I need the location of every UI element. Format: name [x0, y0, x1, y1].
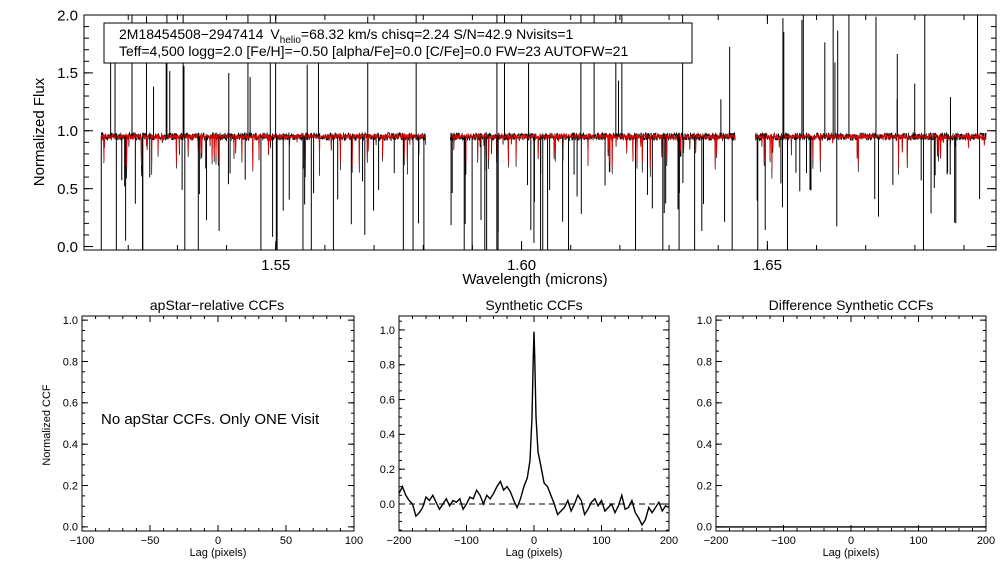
- synthetic-ccf-xlabel: Lag (pixels): [506, 547, 563, 559]
- spectrum-xlabel: Wavelength (microns): [462, 271, 607, 288]
- synthetic-ccf-panel: Synthetic CCFs −200 −100 0 100 200 0.0 0.2 0.4 0…: [380, 297, 678, 559]
- difference-ccf-panel: Difference Synthetic CCFs −200 −100 0 100 20…: [697, 297, 995, 559]
- x-tick-label: 1.55: [261, 257, 290, 274]
- y-tick-label: 0.6: [380, 394, 395, 406]
- difference-ccf-title: Difference Synthetic CCFs: [769, 297, 934, 313]
- synthetic-ccf-data: [398, 331, 670, 527]
- apstar-ccf-ylabel: Normalized CCF: [41, 384, 53, 466]
- x-tick-label: −200: [387, 535, 412, 547]
- annotation-line-1: 2M18454508−2947414 Vhelio=68.32 km/s chis…: [119, 26, 573, 46]
- x-tick-label: 200: [660, 535, 678, 547]
- y-tick-label: 2.0: [57, 7, 78, 24]
- x-tick-label: 1.65: [753, 257, 782, 274]
- synthetic-spectrum-line: [100, 132, 427, 169]
- annotation-line-2: Teff=4,500 logg=2.0 [Fe/H]=−0.50 [alpha/…: [119, 43, 628, 59]
- x-tick-label: −100: [70, 535, 95, 547]
- y-tick-label: 1.0: [697, 315, 712, 327]
- apstar-ccf-xlabel: Lag (pixels): [190, 547, 247, 559]
- x-tick-label: 100: [345, 535, 363, 547]
- x-tick-label: 0: [848, 535, 854, 547]
- annotation-v-symbol: V: [270, 26, 280, 42]
- x-tick-label: 100: [909, 535, 927, 547]
- x-tick-label: 100: [592, 535, 610, 547]
- y-tick-label: 1.0: [380, 325, 395, 337]
- x-tick-label: −100: [454, 535, 479, 547]
- y-tick-label: 0.6: [63, 398, 78, 410]
- y-tick-label: 0.2: [697, 480, 712, 492]
- y-tick-label: 0.8: [380, 360, 395, 372]
- y-tick-label: 0.0: [697, 522, 712, 534]
- x-tick-label: 50: [280, 535, 292, 547]
- spectrum-panel: 1.55 1.60 1.65 0.0 0.5 1.0 1.5 2.0 Wavelength (…: [31, 7, 997, 288]
- synthetic-ccf-title: Synthetic CCFs: [485, 297, 582, 313]
- annotation-line-1-rest: =68.32 km/s chisq=2.24 S/N=42.9 Nvisits=…: [301, 26, 574, 42]
- synthetic-ccf-ticks: −200 −100 0 100 200 0.0 0.2 0.4 0.6 0.8 1.0: [380, 316, 678, 547]
- apstar-ccf-ticks: −100 −50 0 50 100 0.0 0.2 0.4 0.6 0.8 1.0: [63, 315, 363, 547]
- y-tick-label: 0.6: [697, 398, 712, 410]
- spectrum-ticks: 1.55 1.60 1.65 0.0 0.5 1.0 1.5 2.0: [57, 7, 996, 274]
- parameter-annotation-box: 2M18454508−2947414 Vhelio=68.32 km/s chis…: [103, 22, 693, 64]
- spectrum-ylabel: Normalized Flux: [31, 77, 48, 186]
- annotation-v-subscript: helio: [280, 35, 302, 46]
- y-tick-label: 1.0: [57, 123, 78, 140]
- y-tick-label: 0.5: [57, 181, 78, 198]
- y-tick-label: 0.4: [697, 439, 712, 451]
- spectrum-plot-frame: [83, 14, 997, 251]
- y-tick-label: 0.0: [63, 522, 78, 534]
- x-tick-label: −100: [771, 535, 796, 547]
- y-tick-label: 0.8: [63, 356, 78, 368]
- x-tick-label: −200: [704, 535, 729, 547]
- x-tick-label: 0: [531, 535, 537, 547]
- y-tick-label: 0.2: [380, 464, 395, 476]
- annotation-star-id: 2M18454508−2947414: [119, 26, 264, 42]
- apstar-ccf-panel: apStar−relative CCFs −100 −50 0 50 100 0.0 0.2…: [41, 297, 363, 559]
- y-tick-label: 1.0: [63, 315, 78, 327]
- x-tick-label: 1.60: [507, 257, 536, 274]
- y-tick-label: 0.0: [380, 499, 395, 511]
- y-tick-label: 0.4: [63, 439, 78, 451]
- apstar-ccf-message: No apStar CCFs. Only ONE Visit: [101, 411, 320, 428]
- apstar-ccf-title: apStar−relative CCFs: [150, 297, 284, 313]
- x-tick-label: −50: [141, 535, 160, 547]
- difference-ccf-xlabel: Lag (pixels): [823, 547, 880, 559]
- x-tick-label: 0: [215, 535, 221, 547]
- y-tick-label: 0.2: [63, 480, 78, 492]
- y-tick-label: 1.5: [57, 65, 78, 82]
- difference-ccf-ticks: −200 −100 0 100 200 0.0 0.2 0.4 0.6 0.8 1.0: [697, 315, 995, 547]
- x-tick-label: 200: [977, 535, 995, 547]
- synthetic-spectrum-line: [449, 132, 736, 168]
- y-tick-label: 0.8: [697, 356, 712, 368]
- synthetic-ccf-line: [398, 331, 670, 527]
- y-tick-label: 0.4: [380, 429, 395, 441]
- y-tick-label: 0.0: [57, 239, 78, 256]
